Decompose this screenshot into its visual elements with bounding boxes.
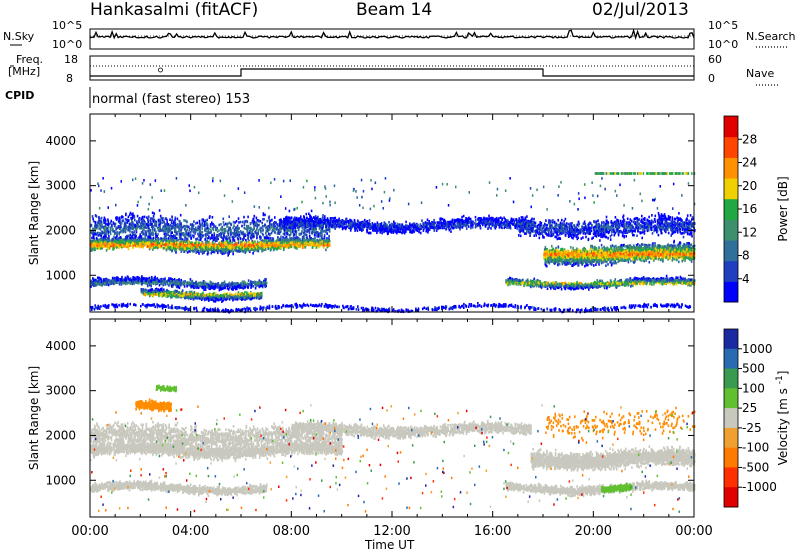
velocity-colorbar-swatch (724, 487, 738, 508)
power-ytick-label: 1000 (45, 268, 76, 282)
power-ytick-label: 3000 (45, 179, 76, 193)
velocity-colorbar-swatch (724, 368, 738, 389)
velocity-colorbar-swatch (724, 329, 738, 350)
power-colorbar-tick-label: 16 (742, 202, 757, 216)
xtick-label: 04:00 (172, 524, 209, 539)
freq-unit-label: [MHz] (8, 65, 40, 78)
velocity-colorbar-swatch (724, 467, 738, 488)
nave-trace (90, 68, 694, 77)
nsky-panel-frame (89, 28, 695, 50)
power-colorbar-swatch (724, 157, 738, 179)
date-label: 02/Jul/2013 (592, 0, 689, 20)
freq-label: Freq. (16, 53, 43, 66)
xtick-label: 20:00 (575, 524, 612, 539)
cpid-label: CPID (5, 89, 34, 102)
velocity-colorbar-swatch (724, 427, 738, 449)
power-colorbar-swatch (724, 178, 738, 200)
station-title: Hankasalmi (fitACF) (90, 0, 258, 20)
velocity-colorbar-tick-label: -1000 (742, 480, 777, 494)
velocity-colorbar-tick-label: 1000 (742, 342, 773, 356)
velocity-ytick-label: 4000 (45, 339, 76, 353)
power-colorbar-tick-label: 8 (742, 249, 750, 263)
power-colorbar-swatch (724, 116, 738, 138)
freq-tick-top: 18 (64, 53, 78, 66)
xtick-label: 12:00 (373, 524, 410, 539)
nsky-label: N.Sky (3, 30, 34, 43)
velocity-colorbar-tick-label: 100 (742, 381, 765, 395)
power-colorbar-swatch (724, 281, 738, 303)
freq-panel-frame (89, 55, 695, 81)
xtick-label: 00:00 (675, 524, 712, 539)
power-colorbar-swatch (724, 260, 738, 282)
nave-tick-top: 60 (708, 53, 722, 66)
power-colorbar-tick-label: 28 (742, 132, 757, 146)
power-colorbar-swatch (724, 198, 738, 220)
power-colorbar-swatch (724, 219, 738, 241)
power-ytick-label: 4000 (45, 134, 76, 148)
power-colorbar-tick-label: 20 (742, 179, 757, 193)
velocity-colorbar-tick-label: -25 (742, 421, 762, 435)
nave-label: Nave (746, 67, 774, 80)
power-ytick-label: 2000 (45, 223, 76, 237)
power-colorbar-tick-label: 24 (742, 156, 757, 170)
nsky-tick-bottom: 10^0 (52, 38, 82, 51)
power-heatmap-cells (90, 172, 696, 314)
freq-outlier (158, 67, 163, 73)
power-ylabel: Slant Range [km] (27, 161, 41, 265)
velocity-ylabel: Slant Range [km] (27, 366, 41, 470)
freq-tick-bottom: 8 (66, 72, 73, 85)
velocity-colorbar-tick-label: -500 (742, 460, 769, 474)
power-colorbar-label: Power [dB] (776, 176, 790, 241)
velocity-colorbar-tick-label: -100 (742, 441, 769, 455)
velocity-colorbar-frame (723, 328, 739, 508)
velocity-colorbar-tick-label: 500 (742, 362, 765, 376)
xtick-label: 00:00 (71, 524, 108, 539)
nsearch-tick-bottom: 10^0 (708, 38, 738, 51)
power-colorbar-swatch (724, 136, 738, 158)
xtick-label: 16:00 (474, 524, 511, 539)
nsearch-label: N.Search (746, 30, 796, 43)
beam-label: Beam 14 (356, 0, 432, 20)
nsearch-tick-top: 10^5 (708, 19, 738, 32)
nsky-tick-top: 10^5 (52, 19, 82, 32)
velocity-ytick-label: 1000 (45, 473, 76, 487)
nave-tick-bottom: 0 (708, 72, 715, 85)
velocity-ytick-label: 2000 (45, 428, 76, 442)
velocity-colorbar-swatch (724, 408, 738, 429)
velocity-colorbar-swatch (724, 388, 738, 409)
velocity-ytick-label: 3000 (45, 384, 76, 398)
nsky-trace (89, 28, 695, 41)
velocity-colorbar-tick-label: 25 (742, 401, 757, 415)
x-axis-label: Time UT (365, 538, 414, 552)
velocity-colorbar-swatch (724, 447, 738, 468)
velocity-colorbar-swatch (724, 348, 738, 370)
power-colorbar-swatch (724, 240, 738, 262)
power-colorbar-tick-label: 4 (742, 272, 750, 286)
mode-text: normal (fast stereo) 153 (92, 92, 250, 107)
velocity-colorbar-label: Velocity [m s -1] (775, 371, 790, 466)
velocity-heatmap-cells (90, 384, 696, 513)
xtick-label: 08:00 (273, 524, 310, 539)
power-colorbar-tick-label: 12 (742, 225, 757, 239)
